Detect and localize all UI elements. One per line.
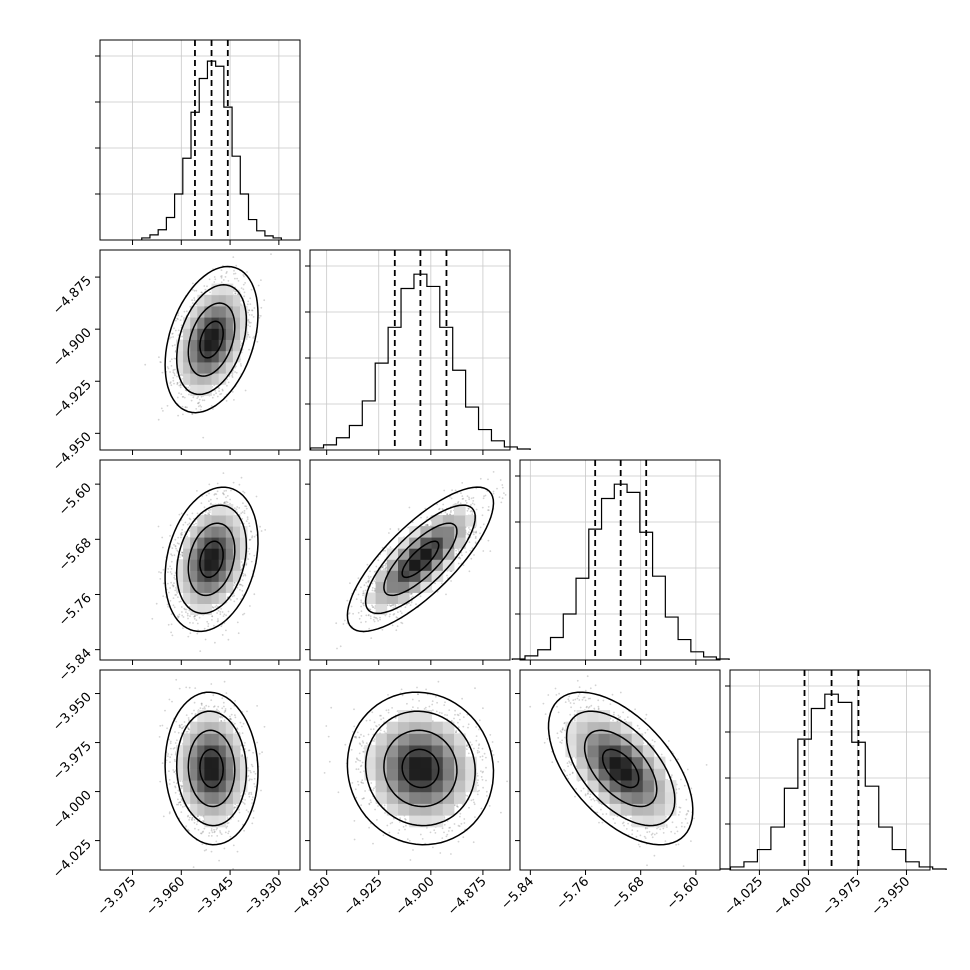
x-tick-label: −4.925 <box>341 874 386 919</box>
contour-line <box>175 710 248 827</box>
contour-line <box>364 504 476 615</box>
panel-frame <box>519 459 721 661</box>
contour-line <box>164 691 259 846</box>
x-tick-label: −3.950 <box>869 874 914 919</box>
panel-frame <box>99 249 301 451</box>
panel-frame <box>99 459 301 661</box>
scatter-panel-3-0 <box>95 669 301 875</box>
y-tick-label: −5.68 <box>56 536 95 575</box>
scatter-panel-3-2 <box>515 669 721 875</box>
panel-frame <box>729 669 931 871</box>
y-tick-label: −4.925 <box>50 377 95 422</box>
contour-line <box>364 710 476 827</box>
y-tick-label: −4.025 <box>50 837 95 882</box>
contour-line <box>199 540 224 579</box>
panel-background <box>310 250 510 450</box>
contour-line <box>175 284 248 396</box>
histogram-panel-1 <box>305 249 531 455</box>
contour-line <box>164 486 259 633</box>
contour-line <box>164 265 259 414</box>
x-tick-label: −4.000 <box>771 874 816 919</box>
scatter-panel-3-1 <box>305 669 511 875</box>
y-tick-label: −3.975 <box>50 739 95 784</box>
panel-frame <box>519 669 721 871</box>
x-tick-label: −4.900 <box>393 874 438 919</box>
y-tick-label: −5.76 <box>56 591 95 630</box>
x-tick-label: −3.975 <box>820 874 865 919</box>
y-tick-label: −4.900 <box>50 325 95 370</box>
x-tick-label: −4.875 <box>445 874 490 919</box>
panel-background <box>730 670 930 870</box>
scatter-panel-2-0 <box>95 459 301 665</box>
contour-line <box>583 729 658 808</box>
contour-line <box>187 522 236 597</box>
panel-frame <box>309 459 511 661</box>
contour-line <box>187 729 236 808</box>
contour-line <box>346 486 495 633</box>
scatter-panel-2-1 <box>305 459 511 665</box>
histogram-panel-3 <box>716 669 947 875</box>
contour-line <box>601 748 640 789</box>
scatter-panel-1-0 <box>95 249 301 455</box>
contour-line <box>383 522 458 597</box>
contour-line <box>187 302 236 377</box>
contour-line <box>401 748 440 789</box>
panel-frame <box>99 39 301 241</box>
y-tick-label: −5.60 <box>56 480 95 519</box>
density-shading <box>176 504 248 615</box>
histogram-panel-2 <box>511 459 730 665</box>
x-tick-label: −4.950 <box>289 874 334 919</box>
y-tick-label: −5.84 <box>56 646 95 685</box>
panel-background <box>100 40 300 240</box>
x-tick-label: −5.68 <box>609 874 648 913</box>
y-tick-label: −4.950 <box>50 430 95 475</box>
y-tick-label: −4.000 <box>50 788 95 833</box>
x-tick-label: −3.975 <box>95 874 140 919</box>
x-tick-label: −3.960 <box>144 874 189 919</box>
x-tick-label: −5.84 <box>498 874 537 913</box>
contour-line <box>346 691 495 846</box>
panel-frame <box>99 669 301 871</box>
contour-line <box>383 729 458 808</box>
panel-frame <box>309 249 511 451</box>
panel-frame <box>309 669 511 871</box>
y-tick-label: −3.950 <box>50 690 95 735</box>
x-tick-label: −4.025 <box>722 874 767 919</box>
x-tick-label: −5.76 <box>554 874 593 913</box>
contour-line <box>199 320 224 359</box>
x-tick-label: −3.945 <box>192 874 237 919</box>
x-tick-label: −3.930 <box>241 874 286 919</box>
contour-line <box>401 540 440 579</box>
y-tick-label: −4.875 <box>50 273 95 318</box>
density-shading <box>176 283 248 396</box>
x-tick-label: −5.60 <box>664 874 703 913</box>
contour-line <box>199 748 224 789</box>
contour-line <box>175 504 248 615</box>
contour-line <box>547 691 694 846</box>
contour-line <box>565 710 676 827</box>
histogram-panel-0 <box>95 39 301 245</box>
